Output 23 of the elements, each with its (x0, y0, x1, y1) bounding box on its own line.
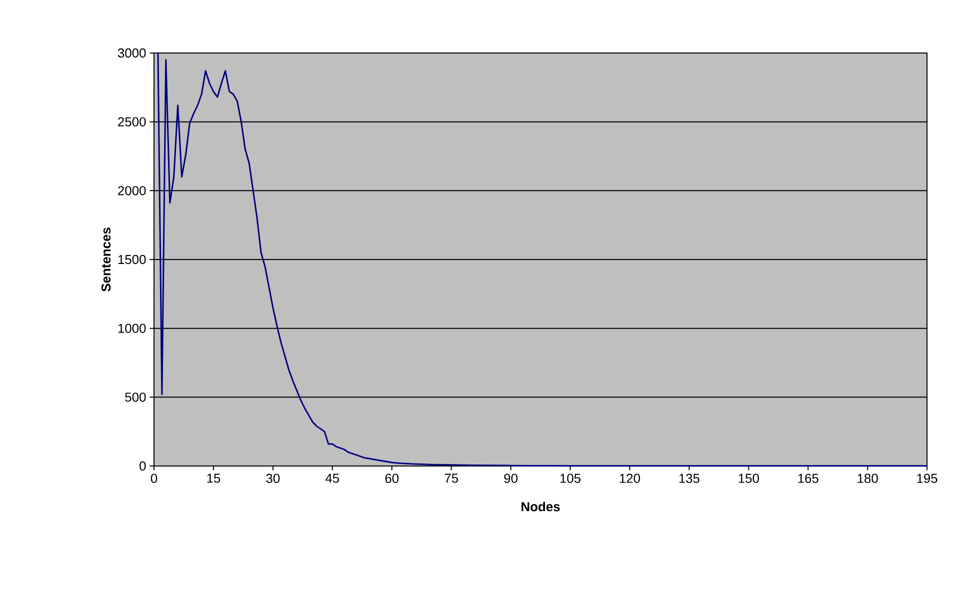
y-tick-label: 1500 (118, 254, 146, 264)
x-tick-label: 30 (266, 474, 280, 483)
x-tick-label: 120 (620, 474, 640, 483)
y-tick-label: 2500 (118, 117, 146, 126)
y-tick-label: 500 (125, 392, 146, 402)
x-tick-label: 60 (385, 474, 399, 483)
x-tick-label: 105 (560, 474, 580, 483)
y-tick-label: 2000 (118, 186, 146, 196)
x-tick-label: 195 (917, 474, 938, 483)
y-tick-label: 3000 (118, 48, 146, 58)
x-axis-title: Nodes (522, 502, 560, 512)
x-tick-label: 45 (325, 474, 340, 483)
x-tick-label: 75 (444, 474, 458, 483)
y-axis-title: Sentences (101, 228, 111, 292)
x-tick-label: 165 (798, 474, 818, 483)
x-tick-label: 135 (679, 474, 700, 483)
x-tick-label: 0 (150, 474, 158, 483)
y-tick-label: 0 (140, 461, 146, 471)
x-tick-label: 150 (738, 474, 759, 483)
x-tick-label: 180 (858, 474, 878, 483)
x-tick-label: 15 (207, 474, 220, 483)
x-tick-label: 90 (504, 474, 518, 483)
y-tick-label: 1000 (118, 324, 146, 333)
